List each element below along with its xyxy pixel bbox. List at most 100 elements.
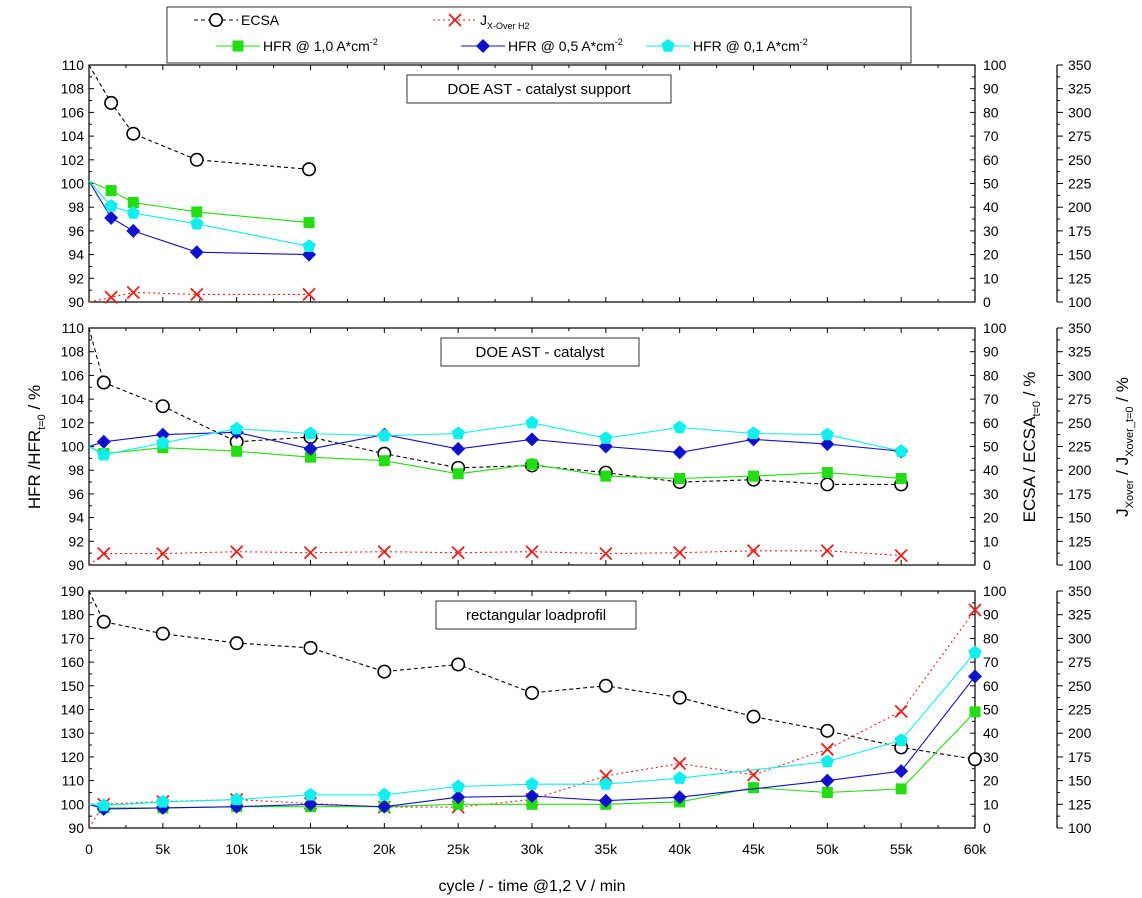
right2-tick-label: 275 bbox=[1068, 391, 1092, 407]
right1-tick-label: 80 bbox=[983, 630, 999, 646]
left-tick-label: 90 bbox=[68, 294, 84, 310]
data-point-h01 bbox=[190, 216, 204, 230]
data-point-h05 bbox=[820, 437, 835, 452]
data-point-ecsa bbox=[96, 375, 111, 390]
right1-tick-label: 70 bbox=[983, 391, 999, 407]
left-tick-label: 100 bbox=[61, 439, 85, 455]
legend-marker-jx bbox=[448, 13, 462, 27]
right1-tick-label: 60 bbox=[983, 415, 999, 431]
left-tick-label: 94 bbox=[68, 247, 84, 263]
left-tick-label: 92 bbox=[68, 533, 84, 549]
data-point-jx bbox=[968, 603, 982, 617]
right2-tick-label: 350 bbox=[1068, 57, 1092, 73]
data-point-h05 bbox=[820, 773, 835, 788]
right2-tick-label: 225 bbox=[1068, 702, 1092, 718]
right1-tick-label: 0 bbox=[983, 294, 991, 310]
right2-tick-label: 250 bbox=[1068, 415, 1092, 431]
y-axis-label-right2: JXover / JXover_t=0 / % bbox=[1113, 377, 1136, 517]
panel-1: 90 92 94 96 98 100 102 104 106 108 110 0 10 20 30 40 50 6… bbox=[61, 57, 1092, 310]
data-point-h10 bbox=[821, 786, 833, 798]
right1-tick-label: 100 bbox=[983, 320, 1007, 336]
data-point-ecsa bbox=[672, 690, 687, 705]
data-point-h10 bbox=[231, 445, 243, 457]
data-point-h01 bbox=[303, 426, 318, 440]
right2-tick-label: 125 bbox=[1068, 270, 1092, 286]
left-tick-label: 170 bbox=[61, 630, 85, 646]
right1-tick-label: 20 bbox=[983, 773, 999, 789]
right1-tick-label: 70 bbox=[983, 654, 999, 670]
y-axis-label-left: HFR /HFRt=0 / % bbox=[25, 385, 48, 509]
right1-tick-label: 10 bbox=[983, 796, 999, 812]
panel-title: rectangular loadprofil bbox=[466, 607, 606, 624]
x-tick-label: 45k bbox=[742, 841, 766, 857]
legend-item-h01: HFR @ 0,1 A*cm-2 bbox=[646, 37, 808, 54]
right2-tick-label: 250 bbox=[1068, 152, 1092, 168]
legend-label-ecsa: ECSA bbox=[241, 12, 280, 28]
data-point-ecsa bbox=[746, 709, 761, 724]
data-point-h10 bbox=[526, 798, 538, 810]
legend-label-h10: HFR @ 1,0 A*cm-2 bbox=[263, 37, 378, 54]
panels: 9092949698100102104106108110010203040506… bbox=[61, 57, 1092, 836]
data-point-ecsa bbox=[451, 657, 466, 672]
right2-tick-label: 175 bbox=[1068, 486, 1092, 502]
data-point-h01 bbox=[230, 421, 244, 435]
data-point-h05 bbox=[303, 797, 318, 812]
right1-tick-label: 40 bbox=[983, 199, 999, 215]
x-axis-label: cycle / - time @1,2 V / min bbox=[439, 878, 626, 895]
data-point-h10 bbox=[748, 782, 759, 794]
data-point-h10 bbox=[378, 455, 390, 467]
series-ecsa bbox=[88, 590, 982, 767]
x-tick-label: 0 bbox=[85, 841, 93, 857]
left-tick-label: 110 bbox=[62, 57, 85, 73]
left-tick-label: 102 bbox=[61, 152, 85, 168]
data-point-h01 bbox=[126, 206, 140, 219]
data-point-h05 bbox=[451, 441, 466, 456]
right1-tick-label: 10 bbox=[983, 270, 999, 286]
series-h05 bbox=[88, 180, 317, 262]
left-tick-label: 140 bbox=[61, 702, 85, 718]
data-point-ecsa bbox=[303, 640, 318, 655]
x-tick-label: 15k bbox=[299, 841, 323, 857]
left-tick-label: 160 bbox=[61, 654, 85, 670]
right2-tick-label: 325 bbox=[1068, 81, 1092, 97]
data-point-ecsa bbox=[126, 126, 141, 141]
panel-2: 90 92 94 96 98 100 102 104 106 108 110 0 10 20 30 40 50 6… bbox=[61, 320, 1092, 573]
data-point-ecsa bbox=[820, 477, 835, 492]
data-point-h01 bbox=[377, 428, 391, 442]
x-tick-label: 30k bbox=[521, 841, 545, 857]
right1-tick-label: 20 bbox=[983, 247, 999, 263]
data-point-h01 bbox=[673, 420, 687, 434]
right1-tick-label: 30 bbox=[983, 749, 999, 765]
right2-tick-label: 325 bbox=[1068, 607, 1092, 623]
data-point-h05 bbox=[894, 764, 909, 779]
right2-tick-label: 150 bbox=[1068, 510, 1092, 526]
data-point-h01 bbox=[525, 777, 539, 790]
panel-title: DOE AST - catalyst bbox=[476, 344, 606, 361]
legend-label-jx: JX-Over H2 bbox=[480, 12, 530, 31]
data-point-h10 bbox=[526, 458, 538, 470]
y-axis-label-right1: ECSA / ECSAt=0 / % bbox=[1020, 372, 1043, 523]
data-point-h01 bbox=[302, 239, 316, 252]
data-point-h01 bbox=[104, 199, 118, 212]
data-point-ecsa bbox=[229, 636, 244, 651]
right2-tick-label: 300 bbox=[1068, 104, 1092, 120]
left-tick-label: 104 bbox=[61, 391, 85, 407]
right1-tick-label: 70 bbox=[983, 128, 999, 144]
legend-item-ecsa: ECSA bbox=[194, 12, 280, 28]
right2-tick-label: 250 bbox=[1068, 678, 1092, 694]
data-point-h01 bbox=[599, 777, 613, 790]
right1-tick-label: 50 bbox=[983, 439, 999, 455]
panel-title-box bbox=[440, 337, 640, 367]
data-point-jx bbox=[525, 545, 539, 559]
data-point-jx bbox=[746, 768, 761, 782]
right2-tick-label: 350 bbox=[1068, 583, 1092, 599]
data-point-jx bbox=[599, 769, 613, 783]
data-point-h01 bbox=[746, 426, 761, 440]
right1-tick-label: 90 bbox=[983, 344, 999, 360]
left-tick-label: 110 bbox=[62, 320, 85, 336]
legend-label-h01: HFR @ 0,1 A*cm-2 bbox=[693, 37, 808, 54]
data-point-ecsa bbox=[302, 162, 317, 177]
series-h01 bbox=[88, 645, 982, 812]
data-point-h10 bbox=[600, 470, 612, 482]
